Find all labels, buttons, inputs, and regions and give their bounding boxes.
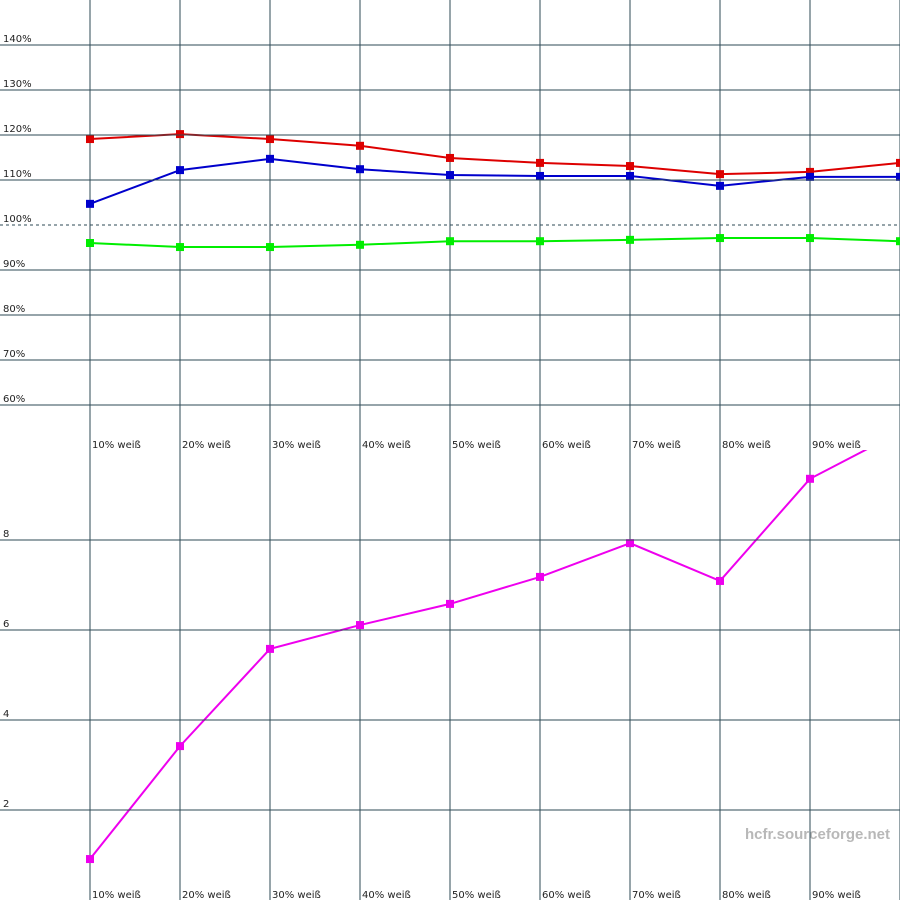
point-marker bbox=[356, 165, 364, 174]
watermark: hcfr.sourceforge.net bbox=[745, 826, 890, 843]
x-tick-label: 40% weiß bbox=[362, 890, 411, 900]
point-marker bbox=[176, 243, 184, 252]
x-tick-label: 40% weiß bbox=[362, 440, 411, 451]
point-marker bbox=[806, 474, 814, 483]
x-tick-label: 70% weiß bbox=[632, 440, 681, 451]
point-marker bbox=[446, 237, 454, 246]
y-tick-label: 90% bbox=[3, 259, 25, 270]
point-marker bbox=[356, 141, 364, 150]
point-marker bbox=[356, 621, 364, 630]
point-marker bbox=[86, 855, 94, 864]
y-tick-label: 130% bbox=[3, 79, 32, 90]
x-tick-label: 30% weiß bbox=[272, 440, 321, 451]
x-tick-label: 90% weiß bbox=[812, 440, 861, 451]
y-tick-label: 2 bbox=[3, 799, 9, 810]
point-marker bbox=[86, 239, 94, 247]
y-tick-label: 120% bbox=[3, 124, 32, 135]
x-tick-label: 30% weiß bbox=[272, 890, 321, 900]
point-marker bbox=[716, 170, 724, 179]
y-tick-label: 8 bbox=[3, 529, 9, 540]
plot-area bbox=[86, 428, 900, 864]
point-marker bbox=[806, 172, 814, 181]
point-marker bbox=[266, 154, 274, 163]
x-tick-label: 20% weiß bbox=[182, 440, 231, 451]
y-tick-label: 6 bbox=[3, 619, 9, 630]
point-marker bbox=[896, 428, 900, 436]
y-tick-label: 70% bbox=[3, 349, 25, 360]
point-marker bbox=[446, 599, 454, 608]
point-marker bbox=[446, 171, 454, 180]
point-marker bbox=[536, 572, 544, 581]
x-tick-label: 10% weiß bbox=[92, 890, 141, 900]
y-tick-label: 80% bbox=[3, 304, 25, 315]
point-marker bbox=[176, 742, 184, 751]
y-tick-label: 60% bbox=[3, 394, 25, 405]
point-marker bbox=[896, 172, 900, 181]
point-marker bbox=[536, 171, 544, 180]
point-marker bbox=[536, 237, 544, 246]
plot-area bbox=[86, 130, 900, 252]
x-tick-label: 90% weiß bbox=[812, 890, 861, 900]
point-marker bbox=[896, 237, 900, 246]
point-marker bbox=[626, 235, 634, 244]
point-marker bbox=[716, 234, 724, 243]
y-tick-label: 4 bbox=[3, 709, 9, 720]
point-marker bbox=[716, 181, 724, 190]
point-marker bbox=[626, 171, 634, 180]
x-tick-label: 50% weiß bbox=[452, 440, 501, 451]
series-line bbox=[89, 237, 900, 249]
point-marker bbox=[176, 166, 184, 175]
x-tick-label: 80% weiß bbox=[722, 440, 771, 451]
point-marker bbox=[356, 240, 364, 249]
point-marker bbox=[626, 162, 634, 171]
x-tick-label: 60% weiß bbox=[542, 890, 591, 900]
series-line bbox=[89, 450, 868, 860]
point-marker bbox=[446, 153, 454, 162]
point-marker bbox=[176, 130, 184, 139]
point-marker bbox=[86, 135, 94, 144]
point-marker bbox=[266, 644, 274, 653]
point-marker bbox=[806, 167, 814, 176]
y-tick-label: 100% bbox=[3, 214, 32, 225]
x-tick-label: 60% weiß bbox=[542, 440, 591, 451]
x-tick-label: 70% weiß bbox=[632, 890, 681, 900]
point-marker bbox=[626, 539, 634, 548]
point-marker bbox=[896, 158, 900, 167]
point-marker bbox=[716, 576, 724, 585]
series-line bbox=[89, 157, 900, 205]
y-tick-label: 110% bbox=[3, 169, 32, 180]
x-tick-label: 50% weiß bbox=[452, 890, 501, 900]
x-tick-label: 20% weiß bbox=[182, 890, 231, 900]
x-tick-label: 80% weiß bbox=[722, 890, 771, 900]
x-tick-label: 10% weiß bbox=[92, 440, 141, 451]
series-line bbox=[89, 133, 900, 176]
point-marker bbox=[266, 135, 274, 144]
point-marker bbox=[266, 243, 274, 252]
y-tick-label: 140% bbox=[3, 34, 32, 45]
point-marker bbox=[536, 158, 544, 167]
point-marker bbox=[86, 199, 94, 208]
point-marker bbox=[806, 234, 814, 243]
